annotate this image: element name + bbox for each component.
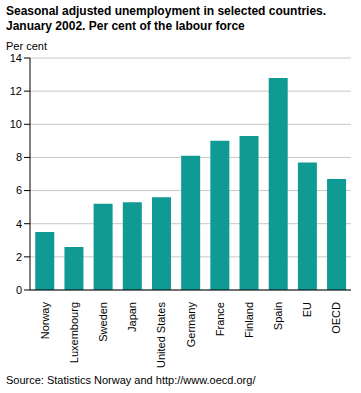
svg-text:14: 14 [10,52,22,64]
svg-text:12: 12 [10,85,22,97]
svg-text:10: 10 [10,118,22,130]
svg-text:6: 6 [16,184,22,196]
svg-text:0: 0 [16,284,22,296]
svg-text:Luxembourg: Luxembourg [68,302,80,363]
svg-text:United States: United States [155,302,167,369]
svg-text:EU: EU [301,302,313,317]
svg-text:Norway: Norway [39,302,51,340]
svg-text:Sweden: Sweden [97,302,109,342]
svg-text:Spain: Spain [272,302,284,330]
svg-text:Germany: Germany [185,302,197,348]
svg-text:8: 8 [16,151,22,163]
svg-text:4: 4 [16,218,22,230]
svg-text:2: 2 [16,251,22,263]
html-text:Seasonal adjusted unemployment: Seasonal adjusted unemployment in select… [6,4,327,33]
svg-text:France: France [214,302,226,336]
html-text:Source: Statistics Norway and: Source: Statistics Norway and http://www… [6,374,256,386]
svg-text:Finland: Finland [243,302,255,338]
svg-text:Japan: Japan [126,302,138,332]
html-text:Per cent: Per cent [6,40,47,52]
svg-text:OECD: OECD [330,302,342,334]
